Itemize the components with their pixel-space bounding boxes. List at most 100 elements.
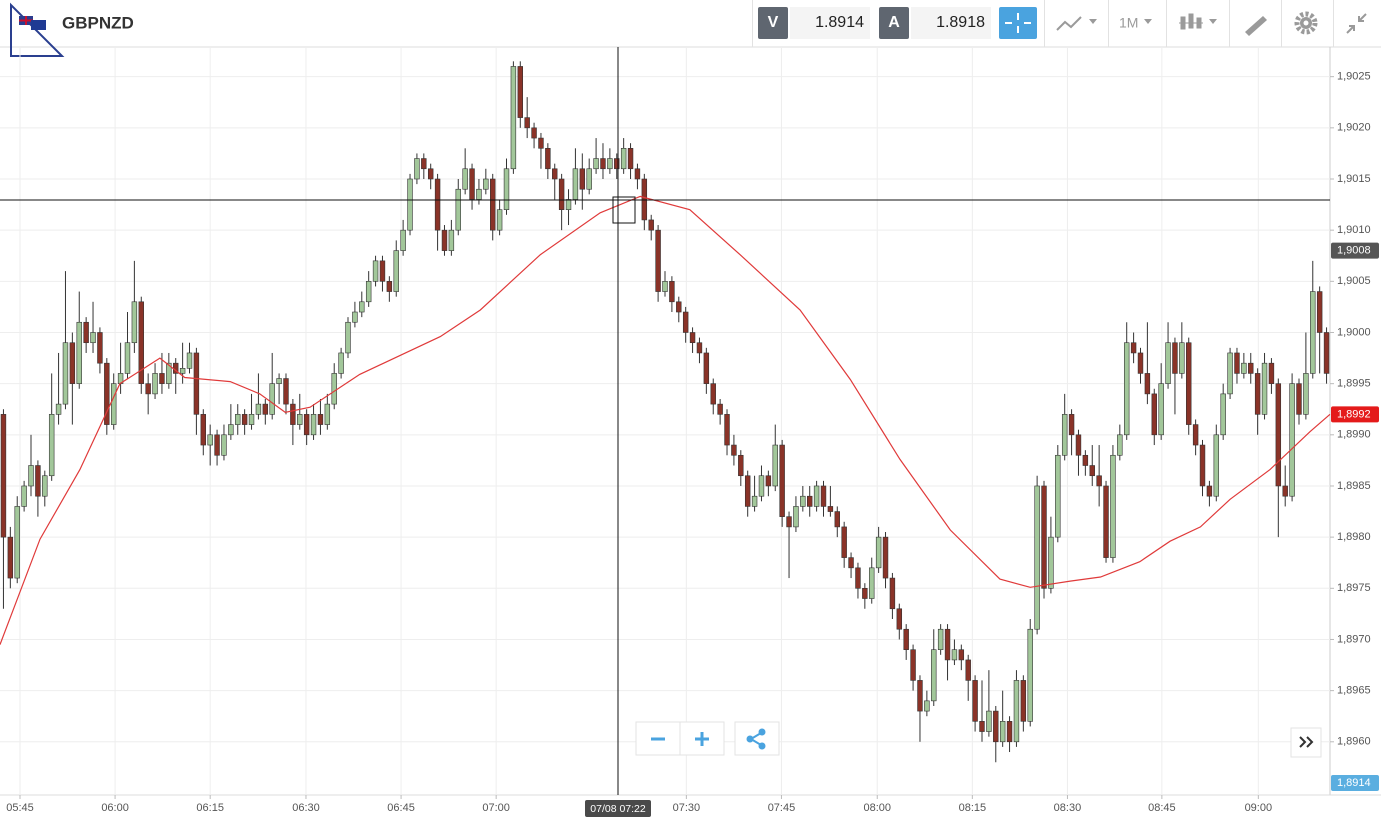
toolbar: [0, 0, 1381, 47]
candle-body: [379, 260, 386, 282]
grid: [0, 47, 1330, 795]
zoom-in-button[interactable]: [679, 721, 725, 756]
candle-body: [855, 567, 861, 589]
candle-body: [510, 66, 517, 170]
candle-body: [1110, 454, 1116, 558]
candle-body: [924, 700, 930, 712]
candle-body: [1151, 393, 1157, 436]
candle-body: [1254, 373, 1261, 415]
candle-body: [303, 414, 310, 436]
candle-body: [42, 475, 48, 497]
chart-type-button[interactable]: [1179, 13, 1217, 30]
candle-body: [331, 373, 337, 405]
candle-body: [1186, 342, 1192, 425]
x-tick-label: 06:45: [387, 802, 415, 814]
candle-body: [297, 414, 303, 425]
x-tick-label: 08:45: [1148, 802, 1176, 814]
indicator-button[interactable]: [1056, 16, 1097, 31]
candle-body: [1248, 362, 1254, 374]
candle-body: [579, 168, 586, 190]
candle-body: [1296, 383, 1302, 415]
candle-body: [1027, 628, 1033, 722]
candle-body: [469, 168, 475, 200]
settings-button[interactable]: [1294, 11, 1318, 35]
candle-body: [1310, 291, 1316, 374]
y-tick-label: 1,8975: [1337, 582, 1371, 594]
y-tick-label: 1,9020: [1337, 122, 1371, 134]
candle-body: [917, 680, 923, 712]
scroll-end-button[interactable]: [1290, 727, 1322, 758]
candle-body: [545, 148, 551, 170]
candle-body: [97, 332, 103, 364]
x-tick-label: 06:00: [101, 802, 129, 814]
draw-button[interactable]: [1245, 16, 1267, 36]
zoom-out-button[interactable]: [635, 721, 681, 756]
candle-body: [1199, 444, 1206, 487]
candle-body: [1323, 332, 1330, 374]
candle-body: [276, 378, 282, 384]
candle-body: [400, 229, 406, 251]
candle-body: [1179, 342, 1185, 374]
collapse-button[interactable]: [1346, 13, 1367, 34]
candle-body: [689, 332, 696, 344]
candle-body: [338, 352, 344, 374]
candle-body: [124, 342, 131, 374]
crosshair-label: 07/08 07:22: [590, 803, 646, 815]
candle-body: [1013, 680, 1020, 743]
candle-body: [476, 188, 482, 200]
flag-icon: [19, 16, 46, 30]
candle-body: [1075, 434, 1082, 456]
candle-body: [21, 485, 27, 507]
y-tick-label: 1,9005: [1337, 275, 1371, 287]
candle-body: [110, 383, 117, 425]
x-tick-label: 08:15: [959, 802, 987, 814]
candle-body: [1068, 414, 1075, 436]
crosshair-button[interactable]: [999, 7, 1037, 39]
candle-body: [386, 281, 393, 292]
candle-body: [1137, 352, 1144, 374]
sell-box[interactable]: V 1.8914: [752, 0, 870, 47]
candle-body: [407, 178, 413, 231]
candle-body: [1020, 680, 1027, 722]
candle-body: [448, 229, 455, 251]
candle-body: [69, 342, 76, 384]
candle-body: [951, 649, 958, 661]
x-tick-label: 07:00: [482, 802, 510, 814]
y-tick-label: 1,8965: [1337, 685, 1371, 697]
candle-body: [145, 383, 151, 395]
candle-body: [1144, 373, 1151, 395]
x-tick-label: 08:30: [1054, 802, 1082, 814]
x-tick-label: 06:30: [292, 802, 320, 814]
candle-body: [1096, 475, 1102, 487]
candle-body: [1275, 383, 1282, 487]
moving-average: [0, 195, 1331, 645]
timeframe-button[interactable]: 1M: [1119, 15, 1152, 31]
candle-body: [641, 178, 648, 221]
candle-body: [765, 475, 772, 487]
price-marker-label: 1,8914: [1337, 777, 1371, 789]
candle-body: [496, 209, 503, 231]
candle-body: [1241, 362, 1247, 374]
candle-body: [882, 536, 889, 579]
candle-body: [634, 168, 641, 180]
share-button[interactable]: [734, 721, 780, 756]
candle-body: [159, 373, 165, 384]
separator: [1166, 0, 1167, 47]
x-tick-label: 06:15: [196, 802, 224, 814]
sell-price: 1.8914: [815, 14, 864, 31]
candle-body: [793, 506, 799, 528]
candle-body: [83, 321, 89, 344]
candle-body: [1192, 424, 1199, 446]
candle-body: [813, 485, 820, 507]
buy-box[interactable]: A 1.8918: [879, 7, 991, 39]
candle-body: [614, 158, 620, 170]
candle-body: [703, 352, 710, 384]
price-marker: [1331, 775, 1379, 791]
candle-body: [889, 577, 896, 610]
candle-body: [965, 659, 971, 681]
candle-body: [1082, 454, 1089, 466]
candle-body: [1034, 485, 1040, 630]
candle-body: [1303, 373, 1309, 415]
candle-body: [931, 649, 937, 702]
candle-body: [772, 444, 778, 487]
